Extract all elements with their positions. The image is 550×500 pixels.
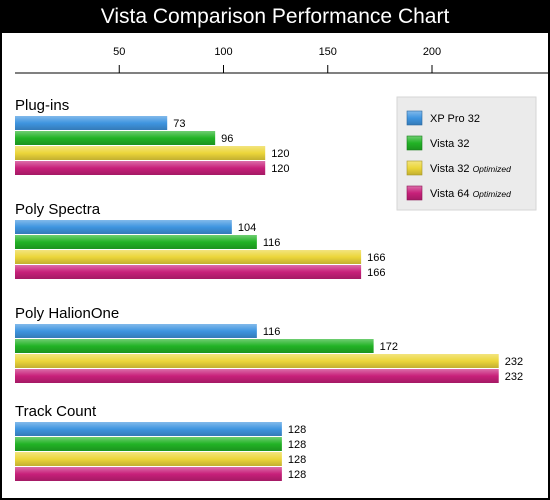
- legend-label: Vista 64 Optimized: [430, 188, 511, 200]
- legend-swatch: [406, 110, 423, 126]
- legend-label: Vista 32: [430, 138, 470, 150]
- bar: [15, 324, 257, 338]
- bar: [15, 265, 362, 279]
- category-label: Poly HalionOne: [15, 305, 119, 322]
- x-tick-label-150: 150: [319, 46, 337, 58]
- data-label: 166: [367, 267, 385, 279]
- legend-label: XP Pro 32: [430, 113, 480, 125]
- bar: [15, 161, 266, 175]
- data-label: 96: [221, 133, 233, 145]
- bar: [15, 339, 374, 353]
- legend-note: Optimized: [473, 164, 512, 174]
- data-label: 172: [380, 341, 398, 353]
- x-tick-label-50: 50: [113, 46, 125, 58]
- data-label: 120: [271, 163, 289, 175]
- data-label: 116: [263, 237, 281, 249]
- bar: [15, 235, 257, 249]
- bar: [15, 437, 282, 451]
- data-label: 104: [238, 222, 256, 234]
- bar: [15, 250, 362, 264]
- bar: [15, 452, 282, 466]
- bar: [15, 354, 499, 368]
- category-label: Plug-ins: [15, 97, 69, 114]
- data-label: 166: [367, 252, 385, 264]
- bar: [15, 116, 168, 130]
- data-label: 120: [271, 148, 289, 160]
- data-label: 232: [505, 371, 523, 383]
- x-tick-label-100: 100: [214, 46, 232, 58]
- bar: [15, 422, 282, 436]
- legend-swatch: [406, 160, 423, 176]
- x-tick-label-200: 200: [423, 46, 441, 58]
- chart-svg: 50 100 150 200 Plug-ins 73 96 120 120 Poly Spectr…: [15, 46, 548, 481]
- legend-swatch: [406, 135, 423, 151]
- bar: [15, 131, 216, 145]
- legend-swatch: [406, 185, 423, 201]
- bar: [15, 467, 282, 481]
- bar: [15, 369, 499, 383]
- data-label: 232: [505, 356, 523, 368]
- data-label: 128: [288, 439, 306, 451]
- data-label: 128: [288, 424, 306, 436]
- data-label: 128: [288, 469, 306, 481]
- plot-area: 50 100 150 200 Plug-ins 73 96 120 120 Poly Spectr…: [2, 33, 548, 498]
- category-label: Poly Spectra: [15, 201, 101, 218]
- legend-note: Optimized: [473, 189, 512, 199]
- data-label: 116: [263, 326, 281, 338]
- chart-title: Vista Comparison Performance Chart: [0, 0, 550, 33]
- bar: [15, 146, 266, 160]
- category-label: Track Count: [15, 403, 97, 420]
- data-label: 128: [288, 454, 306, 466]
- bar: [15, 220, 232, 234]
- data-label: 73: [173, 118, 185, 130]
- legend-label: Vista 32 Optimized: [430, 163, 511, 175]
